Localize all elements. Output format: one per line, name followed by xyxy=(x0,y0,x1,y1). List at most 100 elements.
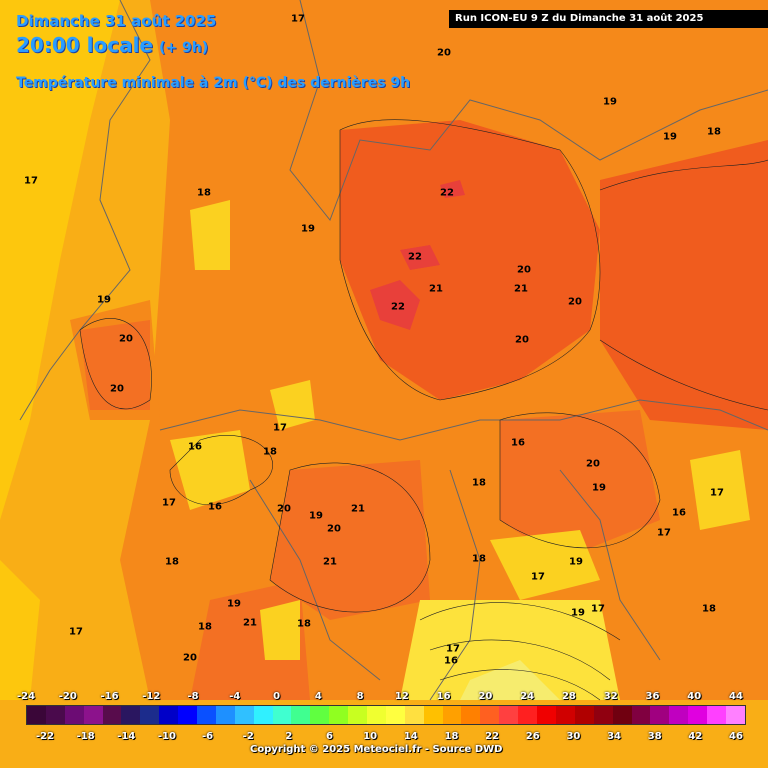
legend-swatch xyxy=(27,706,46,724)
map-label: 20 xyxy=(568,296,582,308)
map-label: 18 xyxy=(707,126,721,138)
map-label: 18 xyxy=(165,556,179,568)
legend-swatch xyxy=(159,706,179,724)
map-label: 16 xyxy=(672,507,686,519)
legend-swatch xyxy=(480,706,500,724)
legend-tick-label: 42 xyxy=(688,731,703,742)
map-label: 19 xyxy=(309,510,323,522)
map-label: 18 xyxy=(263,446,277,458)
forecast-offset: (+ 9h) xyxy=(159,40,209,56)
legend-swatch xyxy=(593,706,613,724)
legend-tick-label: -16 xyxy=(100,691,119,702)
map-label: 21 xyxy=(514,283,528,295)
legend-tick-label: 2 xyxy=(285,731,293,742)
map-label: 18 xyxy=(297,618,311,630)
legend-tick-label: -18 xyxy=(76,731,95,742)
legend-swatch xyxy=(272,706,292,724)
legend-swatch xyxy=(45,706,65,724)
legend-tick-label: -4 xyxy=(229,691,241,702)
map-label: 20 xyxy=(110,383,124,395)
legend-tick-label: 16 xyxy=(436,691,451,702)
map-label: 16 xyxy=(511,437,525,449)
legend-swatch xyxy=(612,706,632,724)
map-label: 21 xyxy=(243,617,257,629)
legend-tick-label: 26 xyxy=(525,731,540,742)
legend-tick-label: 0 xyxy=(273,691,281,702)
map-label: 19 xyxy=(97,294,111,306)
map-label: 17 xyxy=(162,497,176,509)
legend-swatch xyxy=(291,706,311,724)
legend-tick-label: 12 xyxy=(394,691,409,702)
legend-tick-label: 4 xyxy=(314,691,322,702)
legend-tick-label: 24 xyxy=(520,691,535,702)
legend-tick-label: -14 xyxy=(117,731,136,742)
map-label: 18 xyxy=(472,553,486,565)
legend-tick-label: 46 xyxy=(729,731,743,742)
map-label: 16 xyxy=(188,441,202,453)
map-label: 21 xyxy=(351,503,365,515)
legend-swatch xyxy=(140,706,160,724)
legend-swatch xyxy=(64,706,84,724)
map-label: 19 xyxy=(592,482,606,494)
legend-swatch xyxy=(404,706,424,724)
map-label: 20 xyxy=(277,503,291,515)
map-label: 22 xyxy=(440,187,454,199)
map-label: 19 xyxy=(301,223,315,235)
legend-tick-label: 22 xyxy=(485,731,500,742)
copyright-text: Copyright © 2025 Meteociel.fr - Source D… xyxy=(250,744,503,755)
legend-tick-label: -24 xyxy=(16,691,36,702)
map-label: 20 xyxy=(586,458,600,470)
map-label: 17 xyxy=(591,603,605,615)
legend-swatch xyxy=(669,706,689,724)
legend-swatch xyxy=(197,706,216,724)
legend-swatch xyxy=(461,706,481,724)
map-label: 17 xyxy=(446,643,460,655)
legend-tick-label: 20 xyxy=(478,691,493,702)
map-label: 18 xyxy=(198,621,212,633)
legend-swatch xyxy=(707,706,726,724)
map-label: 18 xyxy=(702,603,716,615)
legend-swatch xyxy=(329,706,349,724)
legend-swatch xyxy=(688,706,708,724)
legend-tick-label: 30 xyxy=(566,731,581,742)
legend-swatch xyxy=(574,706,594,724)
legend-swatch xyxy=(234,706,254,724)
legend-swatch xyxy=(121,706,141,724)
legend-tick-label: 14 xyxy=(403,731,418,742)
local-time: 20:00 locale xyxy=(16,33,153,57)
legend-swatch xyxy=(555,706,575,724)
legend-swatch xyxy=(310,706,330,724)
legend-swatch xyxy=(650,706,670,724)
map-label: 20 xyxy=(119,333,133,345)
map-label: 20 xyxy=(327,523,341,535)
legend-tick-label: 8 xyxy=(356,691,364,702)
legend-swatch xyxy=(442,706,462,724)
map-label: 20 xyxy=(515,334,529,346)
legend-tick-label: 32 xyxy=(603,691,618,702)
map-label: 17 xyxy=(531,571,545,583)
date-title: Dimanche 31 août 2025 xyxy=(16,12,217,30)
legend-tick-label: -6 xyxy=(202,731,214,742)
map-label: 21 xyxy=(323,556,337,568)
map-label: 17 xyxy=(710,487,724,499)
map-label: 21 xyxy=(429,283,443,295)
map-label: 20 xyxy=(517,264,531,276)
legend-swatch xyxy=(348,706,368,724)
legend-swatch xyxy=(253,706,273,724)
legend-swatch xyxy=(518,706,538,724)
map-label: 22 xyxy=(391,301,405,313)
time-title: 20:00 locale (+ 9h) xyxy=(16,33,208,57)
map-label: 19 xyxy=(571,607,585,619)
map-label: 17 xyxy=(657,527,671,539)
map-label: 17 xyxy=(291,13,305,25)
legend-tick-label: -10 xyxy=(157,731,176,742)
map-label: 22 xyxy=(408,251,422,263)
map-label: 16 xyxy=(444,655,458,667)
legend-tick-label: 44 xyxy=(729,691,743,702)
run-info-bar: Run ICON-EU 9 Z du Dimanche 31 août 2025 xyxy=(449,10,768,28)
variable-title: Température minimale à 2m (°C) des derni… xyxy=(16,75,411,91)
map-label: 19 xyxy=(227,598,241,610)
legend-swatch xyxy=(83,706,103,724)
